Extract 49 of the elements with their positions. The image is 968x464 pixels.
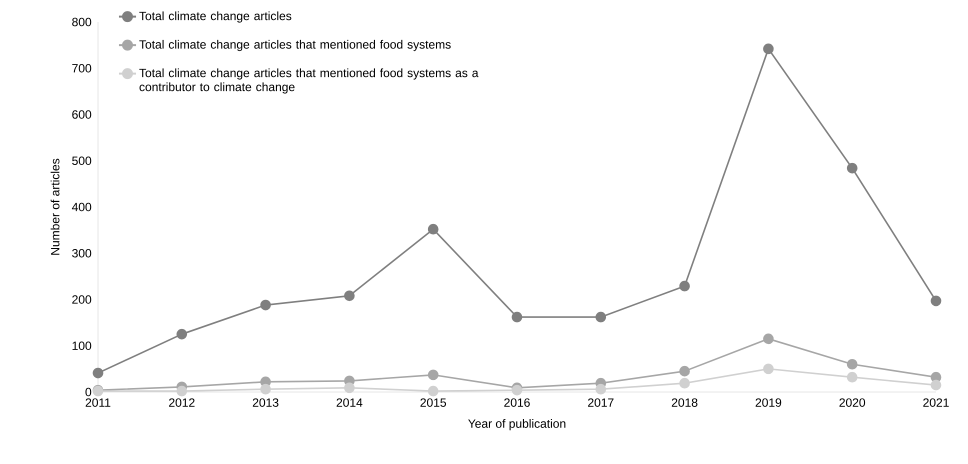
point [428, 224, 439, 235]
point [596, 312, 606, 322]
point [260, 300, 271, 310]
point [846, 358, 858, 370]
x-tick-label: 2016 [504, 398, 530, 407]
x-tick-label: 2017 [588, 398, 614, 407]
point [344, 382, 355, 394]
point [176, 386, 188, 396]
point [930, 380, 942, 390]
x-tick-label: 2014 [336, 398, 362, 407]
point [763, 44, 774, 54]
point [763, 364, 774, 374]
y-tick-label: 100 [72, 342, 92, 350]
y-tick-label: 0 [85, 388, 92, 396]
x-tick-label: 2015 [420, 398, 446, 407]
legend-label: Total climate change articles [139, 11, 292, 23]
x-tick-label: 2021 [923, 398, 949, 407]
point [176, 328, 188, 340]
point [428, 370, 439, 380]
legend-label: Total climate change articles that mentioned food systems [139, 40, 451, 52]
legend-label: Total climate change articles that mentioned food systems as a contributor to climate change [139, 68, 478, 94]
point [428, 386, 439, 396]
x-tick-label: 2013 [252, 398, 278, 407]
x-tick-label: 2012 [169, 398, 195, 407]
y-tick-label: 200 [72, 295, 92, 304]
y-tick-label: 700 [72, 64, 92, 72]
y-tick-label: 400 [72, 202, 92, 212]
point [92, 368, 104, 378]
point [344, 290, 355, 302]
x-tick-label: 2019 [756, 398, 782, 407]
y-tick-label: 300 [72, 249, 92, 258]
point [679, 378, 690, 389]
y-axis-title: Number of articles [50, 158, 60, 255]
x-tick-label: 2020 [839, 398, 866, 407]
y-tick-label: 500 [72, 156, 92, 165]
x-tick-label: 2011 [86, 398, 110, 407]
x-axis-title: Year of publication [468, 419, 566, 430]
y-tick-label: 800 [72, 18, 92, 26]
point [260, 384, 271, 395]
point [596, 384, 606, 395]
point [512, 312, 522, 322]
point [679, 366, 690, 376]
x-tick-label: 2018 [672, 398, 698, 407]
y-tick-label: 600 [72, 110, 92, 119]
point [679, 280, 690, 292]
point [930, 296, 942, 306]
point [763, 334, 774, 344]
point [846, 162, 858, 174]
point [846, 372, 858, 382]
